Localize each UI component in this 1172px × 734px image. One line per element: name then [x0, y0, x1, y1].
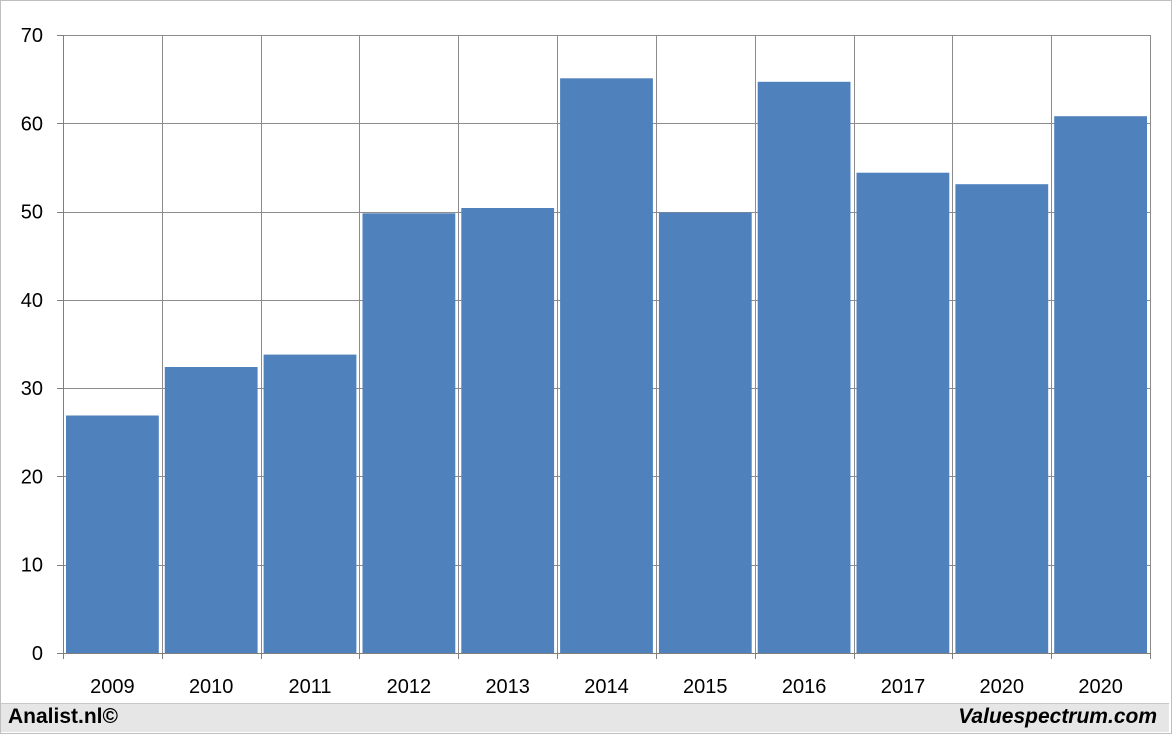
y-tick-label-6: 60: [21, 113, 43, 135]
x-tick-label-9: 2020: [980, 676, 1025, 698]
x-tick-label-4: 2013: [485, 676, 530, 698]
bar-10: [1054, 116, 1147, 653]
footer-bar: Analist.nl© Valuespectrum.com: [1, 703, 1169, 732]
x-tick-label-7: 2016: [782, 676, 827, 698]
y-tick-label-0: 0: [32, 643, 43, 665]
bar-9: [955, 184, 1049, 653]
x-tick-label-6: 2015: [683, 676, 728, 698]
bar-7: [757, 81, 851, 654]
source-credit-left: Analist.nl©: [8, 705, 118, 728]
x-tick-label-10: 2020: [1078, 676, 1123, 698]
bars: [66, 78, 1147, 654]
y-tick-label-2: 20: [21, 466, 43, 488]
axes: [57, 35, 1151, 659]
x-tick-label-8: 2017: [881, 676, 926, 698]
bar-4: [461, 208, 555, 653]
x-tick-label-3: 2012: [387, 676, 432, 698]
source-credit-right: Valuespectrum.com: [958, 705, 1157, 728]
y-tick-label-1: 10: [21, 555, 43, 577]
y-tick-label-3: 30: [21, 378, 43, 400]
bar-5: [560, 78, 653, 654]
y-tick-label-5: 50: [21, 202, 43, 224]
y-tick-label-7: 70: [21, 25, 43, 47]
y-tick-labels: 0 10 20 30 40 50 60 70: [21, 25, 43, 665]
x-tick-label-5: 2014: [584, 676, 629, 698]
bar-chart: 0 10 20 30 40 50 60 70 2009 2010 2011 2012 2013 2014…: [21, 25, 1151, 698]
bar-8: [856, 172, 950, 653]
bar-1: [164, 367, 258, 653]
bar-6: [658, 212, 752, 653]
bar-2: [263, 354, 357, 653]
bar-0: [66, 415, 159, 653]
y-tick-label-4: 40: [21, 290, 43, 312]
x-tick-labels: 2009 2010 2011 2012 2013 2014 2015 2016 2017 2020…: [90, 676, 1123, 698]
x-tick-label-0: 2009: [90, 676, 135, 698]
x-tick-label-2: 2011: [288, 676, 331, 698]
bar-3: [362, 213, 456, 654]
x-tick-label-1: 2010: [189, 676, 234, 698]
